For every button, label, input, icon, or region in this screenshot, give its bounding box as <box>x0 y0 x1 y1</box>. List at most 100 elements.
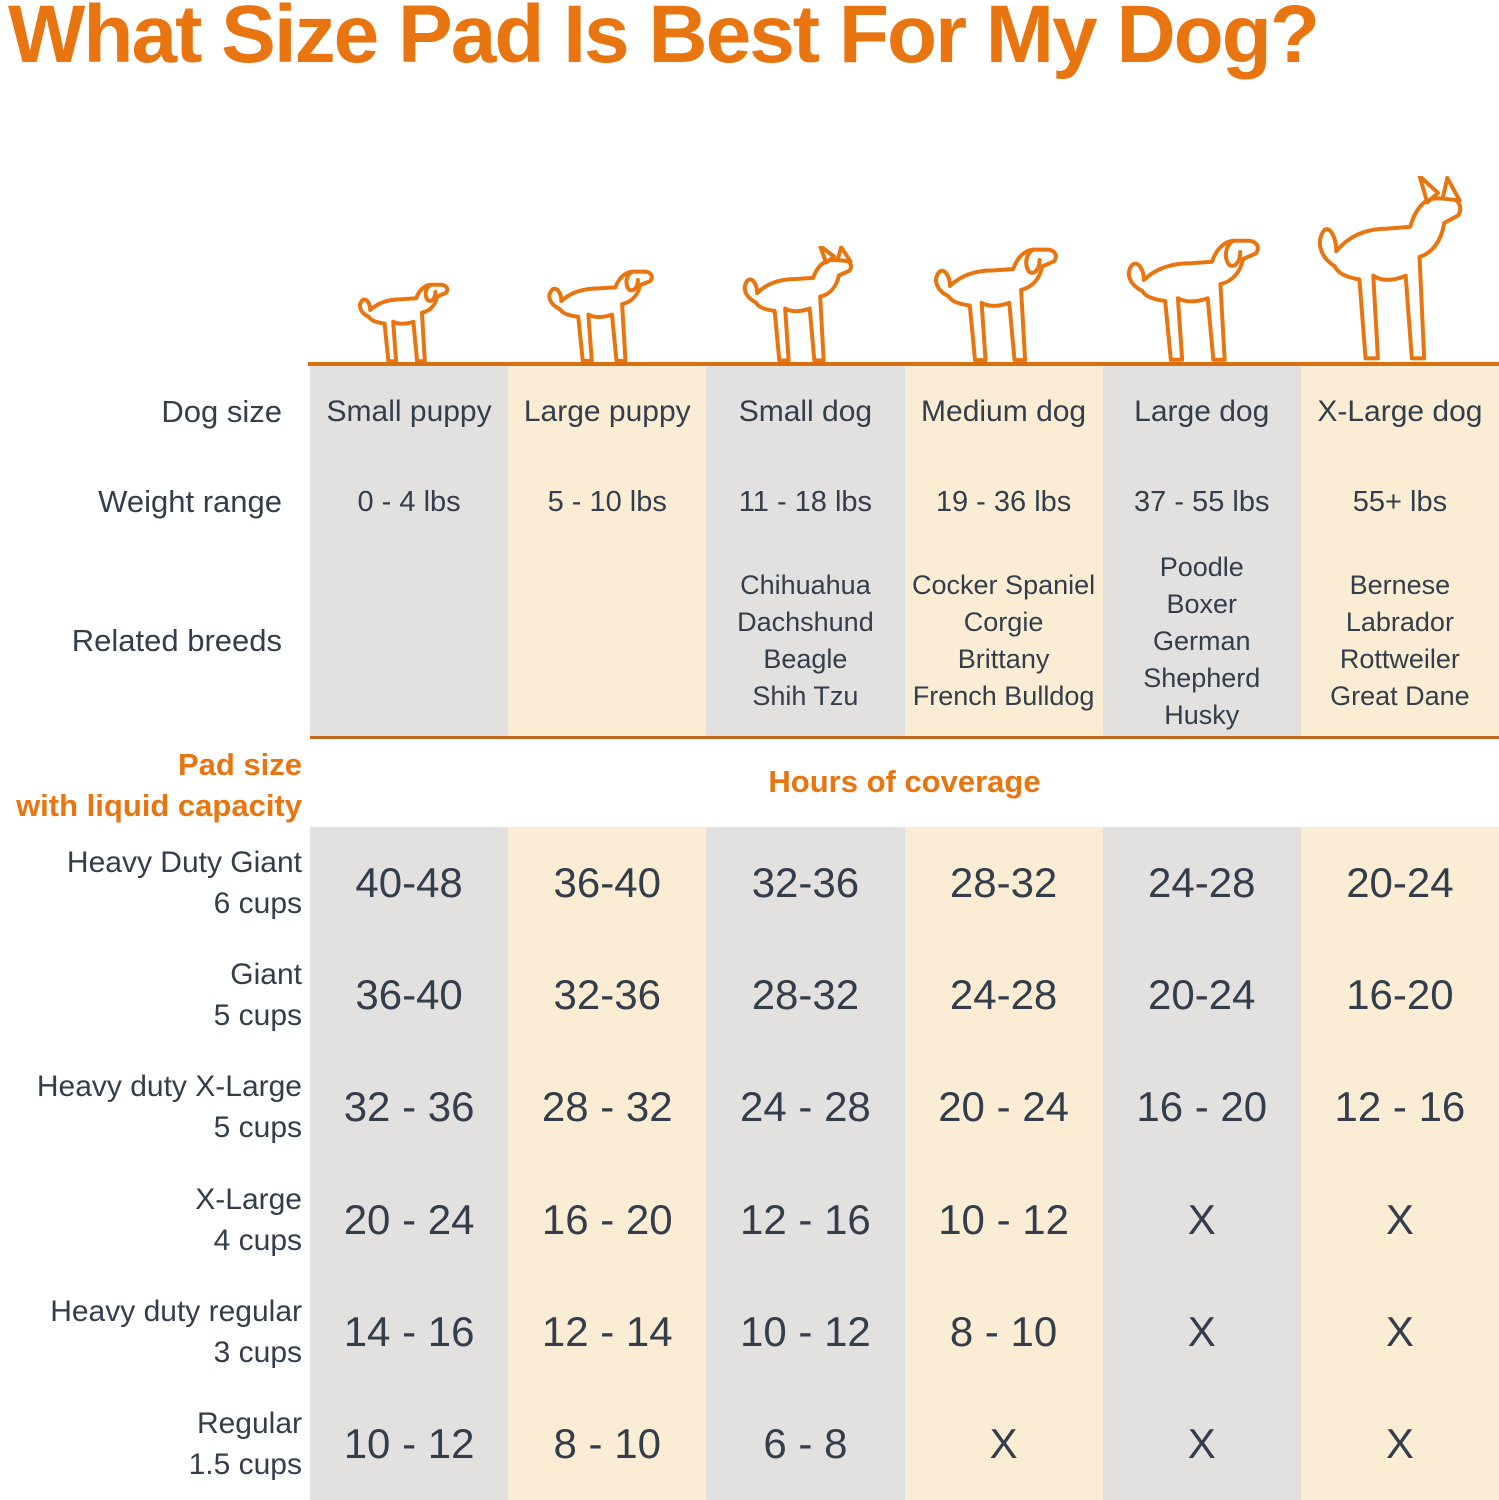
breeds-cell: Bernese Labrador Rottweiler Great Dane <box>1301 546 1499 736</box>
hours-cell: 28 - 32 <box>508 1051 707 1164</box>
hours-cell: 24 - 28 <box>706 1051 905 1164</box>
breed: Cocker Spaniel <box>912 570 1096 600</box>
breeds-cell <box>508 546 706 736</box>
hours-cell: X <box>1102 1163 1301 1276</box>
hours-cell: 20 - 24 <box>310 1163 509 1276</box>
weight-cell: 19 - 36 lbs <box>935 485 1072 518</box>
column-header: Large dog <box>1134 395 1270 428</box>
column-small-puppy: Small puppy 0 - 4 lbs <box>310 366 509 736</box>
pad-capacity: 3 cups <box>213 1335 302 1369</box>
column-header: Small dog <box>738 395 873 428</box>
dog-cell <box>1301 176 1499 364</box>
hours-cell: 16-20 <box>1300 939 1499 1052</box>
breed: Great Dane <box>1330 681 1470 711</box>
pad-name: Regular <box>196 1406 302 1440</box>
pad-label: X-Large 4 cups <box>0 1163 310 1276</box>
dog-cell <box>706 246 904 364</box>
pad-name: Giant <box>230 958 302 992</box>
breed: Bernese <box>1349 570 1451 600</box>
hours-cell: 8 - 10 <box>508 1387 707 1500</box>
medium-dog-icon <box>925 234 1083 364</box>
row-labels-column: Dog size Weight range Related breeds <box>0 366 310 736</box>
pad-name: Heavy duty regular <box>50 1294 302 1328</box>
weight-cell: 5 - 10 lbs <box>547 485 667 518</box>
hours-cell: 12 - 16 <box>1300 1051 1499 1164</box>
hours-cell: 32-36 <box>706 827 905 940</box>
hours-cell: X <box>1300 1163 1499 1276</box>
small-puppy-icon <box>352 274 467 364</box>
breed: Boxer <box>1166 588 1238 619</box>
breeds-cell: Cocker Spaniel Corgie Brittany French Bu… <box>905 546 1103 736</box>
hours-cell: X <box>904 1387 1103 1500</box>
page-title: What Size Pad Is Best For My Dog? <box>8 0 1320 80</box>
pad-label: Giant 5 cups <box>0 939 310 1052</box>
hours-cell: 14 - 16 <box>310 1275 509 1388</box>
hours-cell: 10 - 12 <box>310 1387 509 1500</box>
hours-cell: 10 - 12 <box>706 1275 905 1388</box>
dog-cell <box>1103 224 1301 364</box>
pad-label: Heavy duty X-Large 5 cups <box>0 1051 310 1164</box>
pad-size-axis-label-line2: with liquid capacity <box>16 788 302 823</box>
column-large-dog: Large dog 37 - 55 lbs Poodle Boxer Germa… <box>1102 366 1301 736</box>
row-label-dog-size: Dog size <box>161 394 282 429</box>
hours-cell: X <box>1300 1387 1499 1500</box>
x-large-dog-icon <box>1307 176 1492 364</box>
column-medium-dog: Medium dog 19 - 36 lbs Cocker Spaniel Co… <box>904 366 1103 736</box>
breed: French Bulldog <box>912 681 1095 711</box>
hours-cell: 28-32 <box>706 939 905 1052</box>
hours-cell: 12 - 16 <box>706 1163 905 1276</box>
row-label-related-breeds: Related breeds <box>71 623 282 658</box>
column-header: X-Large dog <box>1317 395 1483 428</box>
breed: German Shepherd <box>1143 625 1261 693</box>
breed: Chihuahua <box>740 570 871 600</box>
hours-cell: 24-28 <box>1102 827 1301 940</box>
column-small-dog: Small dog 11 - 18 lbs Chihuahua Dachshun… <box>706 366 905 736</box>
hours-cell: 20 - 24 <box>904 1051 1103 1164</box>
breeds-cell <box>310 546 508 736</box>
hours-cell: 16 - 20 <box>1102 1051 1301 1164</box>
pad-capacity: 5 cups <box>213 999 302 1033</box>
dog-icons-row <box>310 170 1499 364</box>
pad-name: Heavy Duty Giant <box>66 846 302 880</box>
hours-cell: 28-32 <box>904 827 1103 940</box>
dog-cell <box>310 274 508 364</box>
weight-cell: 55+ lbs <box>1352 485 1448 518</box>
hours-cell: X <box>1102 1275 1301 1388</box>
small-dog-icon <box>735 246 875 364</box>
hours-cell: 10 - 12 <box>904 1163 1103 1276</box>
weight-cell: 0 - 4 lbs <box>357 485 461 518</box>
breed: Brittany <box>957 644 1050 674</box>
hours-cell: X <box>1102 1387 1301 1500</box>
large-puppy-icon <box>540 259 675 364</box>
hours-cell: 12 - 14 <box>508 1275 707 1388</box>
breed: Beagle <box>763 644 848 674</box>
weight-cell: 37 - 55 lbs <box>1134 485 1270 518</box>
breeds-cell: Poodle Boxer German Shepherd Husky <box>1103 546 1301 736</box>
hours-cell: 20-24 <box>1102 939 1301 1052</box>
weight-cell: 11 - 18 lbs <box>738 485 873 518</box>
column-header: Medium dog <box>921 395 1087 428</box>
pad-label: Regular 1.5 cups <box>0 1387 310 1500</box>
breeds-cell: Chihuahua Dachshund Beagle Shih Tzu <box>706 546 904 736</box>
hours-cell: 20-24 <box>1300 827 1499 940</box>
hours-of-coverage-header: Hours of coverage <box>768 764 1041 799</box>
breed: Poodle <box>1159 551 1244 582</box>
row-label-weight-range: Weight range <box>98 484 282 519</box>
pad-name: Heavy duty X-Large <box>36 1070 302 1104</box>
pad-name: X-Large <box>195 1182 302 1216</box>
pad-label: Heavy Duty Giant 6 cups <box>0 827 310 940</box>
hours-cell: 16 - 20 <box>508 1163 707 1276</box>
column-header: Small puppy <box>326 395 492 428</box>
breed: Corgie <box>963 607 1044 637</box>
breed: Labrador <box>1345 607 1454 637</box>
hours-cell: 40-48 <box>310 827 509 940</box>
breed: Shih Tzu <box>752 681 859 711</box>
hours-cell: X <box>1300 1275 1499 1388</box>
hours-cell: 32 - 36 <box>310 1051 509 1164</box>
column-x-large-dog: X-Large dog 55+ lbs Bernese Labrador Rot… <box>1300 366 1499 736</box>
pad-capacity: 4 cups <box>213 1223 302 1257</box>
breed: Husky <box>1164 699 1240 730</box>
ground-line <box>308 362 1499 366</box>
hours-cell: 36-40 <box>310 939 509 1052</box>
